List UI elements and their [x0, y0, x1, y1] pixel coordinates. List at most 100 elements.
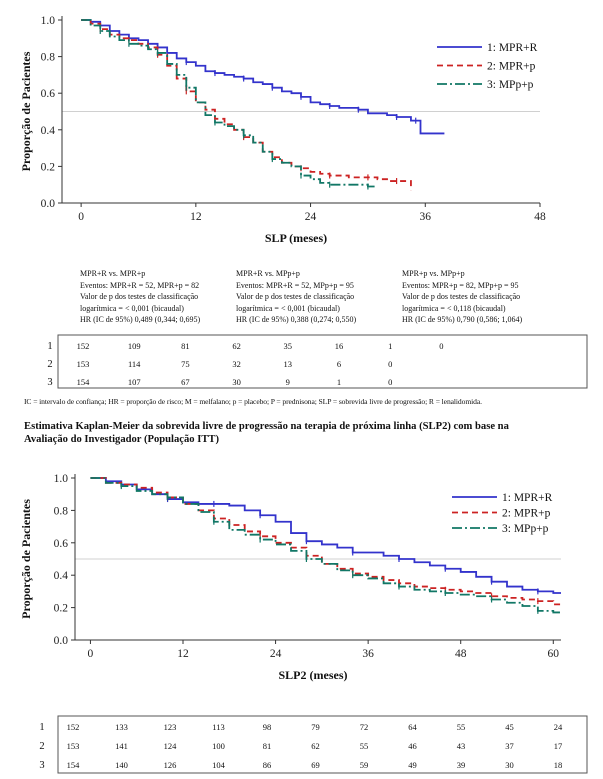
- comparison-title: MPR+p vs. MPp+p: [402, 269, 465, 278]
- risk-cell: 75: [181, 359, 190, 369]
- comparison-pvalue: Valor de p dos testes de classificação: [80, 292, 199, 301]
- risk-table-slp: 1 152 109 81 62 35 16 1 02 153 114 75 32 13 6 03 154 107 6…: [47, 334, 588, 389]
- risk-table-frame: [57, 715, 588, 774]
- risk-cell: 100: [212, 741, 225, 751]
- risk-cell: 123: [164, 722, 177, 732]
- risk-cell: 153: [77, 359, 90, 369]
- comparison-pvalue: logarítmica = < 0,001 (bicaudal): [80, 303, 184, 313]
- risk-cell: 9: [286, 377, 290, 387]
- risk-cell: 72: [360, 722, 369, 732]
- legend-label-series-2: 2: MPR+p: [487, 61, 536, 73]
- y-tick-label: 0.4: [41, 125, 56, 137]
- risk-cell: 1: [337, 377, 341, 387]
- risk-cell: 152: [77, 341, 90, 351]
- risk-cell: 30: [232, 377, 241, 387]
- y-tick-label: 1.0: [54, 473, 69, 485]
- x-tick-label: 48: [455, 648, 467, 660]
- kaplan-meier-chart-slp: 0.0 0.2 0.4 0.6 0.8 1.0 0 12 24 36 48 SLP (meses) Pr…: [19, 15, 546, 245]
- section-title-line2: Avaliação do Investigador (População ITT…: [24, 434, 220, 445]
- risk-table-slp2: 1 152 133 123 113 98 79 72 64 55 45 24 2 153 141 124 100…: [39, 715, 588, 774]
- y-tick-label: 0.6: [41, 88, 56, 100]
- risk-cell: 153: [67, 741, 80, 751]
- risk-cell: 81: [181, 341, 190, 351]
- risk-cell: 141: [115, 741, 128, 751]
- risk-cell: 0: [439, 341, 443, 351]
- risk-cell: 16: [335, 341, 344, 351]
- x-tick-label: 24: [305, 211, 317, 223]
- risk-cell: 32: [232, 359, 241, 369]
- comparison-events: Eventos: MPR+R = 52, MPp+p = 95: [236, 280, 354, 290]
- section-title-line1: Estimativa Kaplan-Meier da sobrevida liv…: [24, 421, 509, 432]
- risk-cell: 37: [505, 741, 514, 751]
- risk-row-label: 3: [39, 760, 44, 771]
- y-tick-label: 0.8: [54, 505, 69, 517]
- y-tick-label: 0.0: [54, 635, 69, 647]
- legend-label-series-1: 1: MPR+R: [487, 42, 538, 54]
- risk-row-label: 2: [47, 359, 52, 370]
- risk-cell: 30: [505, 760, 514, 770]
- x-tick-label: 24: [270, 648, 282, 660]
- risk-cell: 107: [128, 377, 141, 387]
- risk-cell: 86: [263, 760, 272, 770]
- risk-row-label: 1: [47, 341, 52, 352]
- y-tick-label: 1.0: [41, 15, 56, 27]
- y-tick-label: 0.0: [41, 198, 56, 210]
- risk-cell: 104: [212, 760, 226, 770]
- y-tick-label: 0.2: [54, 603, 69, 615]
- risk-cell: 62: [311, 741, 320, 751]
- risk-cell: 98: [263, 722, 272, 732]
- comparison-pvalue: logarítmica = < 0,001 (bicaudal): [236, 303, 340, 313]
- comparison-hr: HR (IC de 95%) 0,388 (0,274; 0,550): [236, 315, 357, 324]
- x-tick-label: 36: [420, 211, 432, 223]
- risk-cell: 55: [360, 741, 369, 751]
- risk-cell: 45: [505, 722, 514, 732]
- risk-cell: 109: [128, 341, 141, 351]
- risk-cell: 39: [457, 760, 466, 770]
- legend-label-series-2: 2: MPR+p: [502, 508, 551, 520]
- survival-curve-series-3: [90, 477, 561, 614]
- comparison-hr: HR (IC de 95%) 0,489 (0,344; 0,695): [80, 315, 201, 324]
- survival-curve-series-1: [81, 19, 445, 135]
- risk-row-label: 1: [39, 722, 44, 733]
- y-axis-label: Proporção de Pacientes: [19, 51, 33, 171]
- risk-cell: 79: [311, 722, 320, 732]
- x-axis-label: SLP2 (meses): [279, 668, 348, 682]
- comparison-events: Eventos: MPR+p = 82, MPp+p = 95: [402, 280, 519, 290]
- section-title: Estimativa Kaplan-Meier da sobrevida liv…: [24, 420, 509, 446]
- comparison-hr: HR (IC de 95%) 0,790 (0,586; 1,064): [402, 315, 523, 324]
- legend-label-series-1: 1: MPR+R: [502, 492, 553, 504]
- comparison-stats-2: MPR+R vs. MPp+p Eventos: MPR+R = 52, MPp…: [236, 268, 356, 326]
- y-tick-label: 0.8: [41, 52, 56, 64]
- risk-cell: 81: [263, 741, 272, 751]
- survival-curve-series-2: [81, 19, 412, 191]
- y-tick-label: 0.4: [54, 570, 69, 582]
- x-tick-label: 48: [534, 211, 546, 223]
- legend-label-series-3: 3: MPp+p: [502, 523, 549, 535]
- comparison-pvalue: Valor de p dos testes de classificação: [402, 292, 521, 301]
- risk-table-frame: [57, 334, 588, 389]
- risk-cell: 114: [128, 359, 141, 369]
- y-axis-label: Proporção de Pacientes: [19, 499, 33, 619]
- x-tick-label: 36: [362, 648, 374, 660]
- comparison-events: Eventos: MPR+R = 52, MPR+p = 82: [80, 280, 200, 290]
- comparison-stats-3: MPR+p vs. MPp+p Eventos: MPR+p = 82, MPp…: [402, 268, 522, 326]
- risk-cell: 154: [77, 377, 91, 387]
- x-tick-label: 12: [190, 211, 202, 223]
- x-tick-label: 0: [78, 211, 84, 223]
- risk-cell: 133: [115, 722, 128, 732]
- risk-cell: 152: [67, 722, 80, 732]
- legend-label-series-3: 3: MPp+p: [487, 79, 534, 91]
- y-tick-label: 0.6: [54, 538, 69, 550]
- risk-cell: 64: [408, 722, 417, 732]
- x-axis-label: SLP (meses): [265, 231, 327, 245]
- y-tick-label: 0.2: [41, 161, 56, 173]
- risk-cell: 55: [457, 722, 466, 732]
- risk-cell: 18: [554, 760, 563, 770]
- x-tick-label: 60: [548, 648, 560, 660]
- risk-cell: 24: [554, 722, 563, 732]
- comparison-title: MPR+R vs. MPp+p: [236, 269, 300, 278]
- risk-cell: 67: [181, 377, 190, 387]
- risk-cell: 35: [284, 341, 293, 351]
- risk-cell: 154: [67, 760, 81, 770]
- comparison-pvalue: logarítmica = < 0,118 (bicaudal): [402, 303, 506, 313]
